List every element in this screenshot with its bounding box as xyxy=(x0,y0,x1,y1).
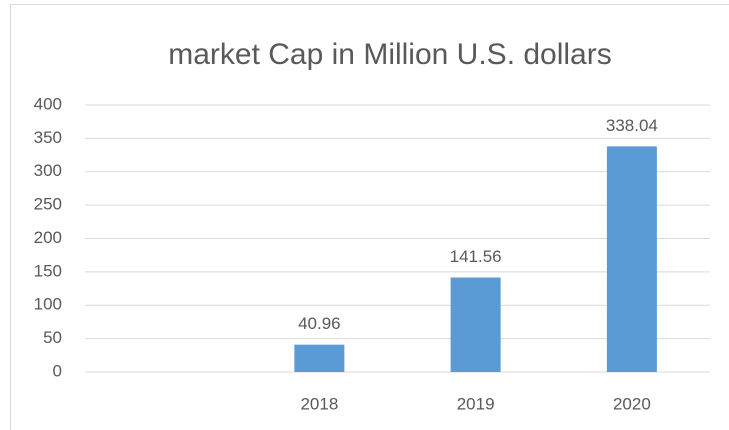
x-tick-label: 2018 xyxy=(300,394,338,413)
y-tick-label: 400 xyxy=(34,94,62,113)
y-tick-label: 250 xyxy=(34,195,62,214)
x-tick-label: 2019 xyxy=(457,394,495,413)
y-tick-label: 50 xyxy=(43,328,62,347)
data-label: 141.56 xyxy=(450,247,502,266)
y-tick-label: 300 xyxy=(34,161,62,180)
bar xyxy=(294,344,345,372)
y-tick-label: 350 xyxy=(34,128,62,147)
y-tick-label: 200 xyxy=(34,228,62,247)
data-label: 338.04 xyxy=(606,116,658,135)
x-tick-label: 2020 xyxy=(613,394,651,413)
bar xyxy=(606,146,657,372)
data-label: 40.96 xyxy=(298,314,341,333)
y-tick-label: 0 xyxy=(53,361,62,380)
y-tick-label: 100 xyxy=(34,295,62,314)
chart-title: market Cap in Million U.S. dollars xyxy=(168,38,611,71)
y-tick-label: 150 xyxy=(34,261,62,280)
bar xyxy=(450,277,501,372)
